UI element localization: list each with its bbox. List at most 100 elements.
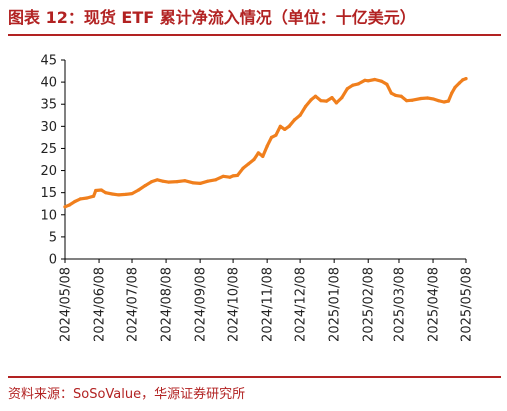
data-point [99, 188, 103, 192]
data-point [104, 191, 108, 195]
data-point [110, 192, 114, 196]
data-point [373, 77, 377, 82]
data-point [261, 154, 265, 159]
y-tick-label: 25 [40, 142, 57, 157]
y-tick-label: 45 [40, 54, 57, 69]
data-point [206, 179, 210, 183]
x-tick-label: 2024/06/08 [93, 267, 108, 342]
data-point [461, 78, 465, 82]
data-point [166, 180, 170, 184]
x-tick-label: 2024/10/08 [227, 267, 242, 342]
data-point [235, 173, 240, 178]
data-point [73, 199, 77, 204]
data-point [241, 166, 245, 170]
data-point [252, 157, 256, 162]
series-line-0 [63, 76, 468, 209]
title-divider [8, 34, 501, 36]
data-point [356, 82, 360, 86]
data-point [228, 175, 232, 179]
x-tick-label: 2025/04/08 [427, 267, 442, 342]
x-tick-label: 2024/08/08 [160, 267, 175, 342]
chart-axes [64, 60, 466, 260]
data-point [298, 113, 302, 117]
y-tick-label: 10 [40, 208, 57, 223]
data-point [330, 95, 334, 100]
x-tick-label: 2024/12/08 [294, 267, 309, 342]
data-point [155, 178, 159, 182]
data-point [334, 101, 338, 105]
data-point [457, 81, 462, 85]
data-point [287, 124, 291, 128]
data-point [351, 83, 355, 87]
data-point [175, 180, 179, 184]
data-point [78, 197, 82, 201]
data-point [324, 99, 329, 103]
data-point [283, 127, 287, 132]
data-point [394, 93, 398, 97]
x-tick-label: 2025/01/08 [328, 267, 343, 342]
x-tick-label: 2024/09/08 [194, 267, 209, 342]
y-tick-label: 0 [49, 253, 57, 268]
y-tick-label: 30 [40, 120, 57, 135]
data-point [63, 205, 67, 209]
y-tick-label: 20 [40, 164, 57, 179]
data-point [304, 104, 308, 109]
y-tick-label: 15 [40, 186, 57, 201]
data-point [213, 178, 218, 182]
data-point [385, 82, 389, 86]
x-tick-label: 2024/11/08 [261, 267, 276, 342]
data-point [453, 85, 457, 90]
data-point [161, 179, 165, 183]
data-point [91, 194, 96, 198]
data-point [309, 98, 313, 102]
data-point [137, 188, 141, 192]
chart-series [63, 76, 468, 209]
data-point [150, 180, 154, 184]
data-point [256, 151, 260, 155]
data-point [450, 91, 454, 95]
data-point [130, 191, 134, 196]
data-point [379, 79, 384, 83]
chart-title: 图表 12：现货 ETF 累计净流入情况（单位：十亿美元） [8, 8, 416, 27]
data-point [231, 174, 235, 178]
data-point [278, 124, 282, 128]
data-point [293, 118, 297, 122]
x-tick-label: 2025/05/08 [460, 267, 475, 342]
chart-ticks: 0 5 10 15 20 25 30 35 40 45 2024/05/08 2024/06/08 20… [40, 54, 474, 342]
data-point [246, 162, 251, 166]
data-point [198, 181, 202, 185]
data-point [436, 99, 441, 103]
data-point [221, 174, 225, 178]
line-chart: 0 5 10 15 20 25 30 35 40 45 2024/05/08 2024/06/08 20… [40, 54, 474, 342]
data-point [85, 196, 89, 200]
data-point [446, 99, 451, 103]
data-point [265, 144, 269, 148]
data-point [183, 179, 187, 183]
data-point [191, 181, 196, 185]
source-note: 资料来源：SoSoValue，华源证券研究所 [8, 387, 246, 402]
data-point [319, 99, 323, 103]
data-point [363, 78, 367, 82]
x-tick-label: 2024/07/08 [126, 267, 141, 342]
x-tick-label: 2025/02/08 [362, 267, 377, 342]
data-point [313, 94, 318, 98]
y-tick-label: 5 [49, 230, 57, 245]
data-point [431, 97, 435, 101]
x-tick-label: 2024/05/08 [59, 267, 74, 342]
data-point [366, 79, 370, 83]
data-point [419, 96, 423, 101]
data-point [389, 91, 393, 95]
data-point [269, 135, 274, 139]
data-point [405, 99, 409, 103]
data-point [399, 94, 403, 98]
x-tick-label: 2025/03/08 [392, 267, 407, 342]
data-point [425, 96, 430, 100]
data-point [345, 87, 349, 91]
data-point [442, 100, 446, 104]
data-point [340, 95, 344, 100]
data-point [274, 133, 278, 137]
data-point [464, 76, 468, 81]
source-divider [8, 376, 501, 378]
data-point [123, 192, 128, 197]
data-point [94, 188, 98, 193]
